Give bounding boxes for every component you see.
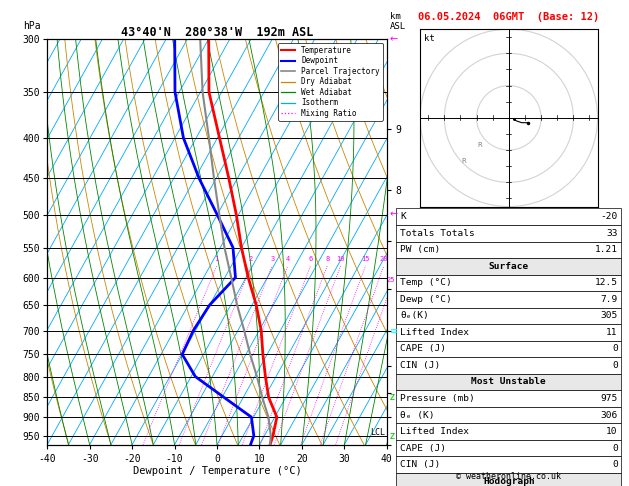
Text: 6: 6 <box>308 257 313 262</box>
Text: 33: 33 <box>606 229 618 238</box>
Text: 0: 0 <box>612 460 618 469</box>
Text: kt: kt <box>424 35 435 43</box>
Text: 2: 2 <box>249 257 253 262</box>
Text: 0: 0 <box>612 444 618 452</box>
Text: 1.21: 1.21 <box>594 245 618 254</box>
Text: CIN (J): CIN (J) <box>400 361 440 370</box>
Text: R: R <box>461 158 466 164</box>
Text: 1: 1 <box>214 257 219 262</box>
Text: 15: 15 <box>361 257 370 262</box>
Text: 25: 25 <box>387 277 395 283</box>
Text: hPa: hPa <box>23 21 41 31</box>
Text: z: z <box>390 393 395 402</box>
Text: CAPE (J): CAPE (J) <box>400 444 446 452</box>
Text: CAPE (J): CAPE (J) <box>400 345 446 353</box>
Text: Dewp (°C): Dewp (°C) <box>400 295 452 304</box>
Text: R: R <box>477 142 482 148</box>
Text: 12.5: 12.5 <box>594 278 618 287</box>
Legend: Temperature, Dewpoint, Parcel Trajectory, Dry Adiabat, Wet Adiabat, Isotherm, Mi: Temperature, Dewpoint, Parcel Trajectory… <box>279 43 383 121</box>
Text: 11: 11 <box>606 328 618 337</box>
Text: K: K <box>400 212 406 221</box>
Text: 20: 20 <box>379 257 388 262</box>
Text: Lifted Index: Lifted Index <box>400 328 469 337</box>
Text: Surface: Surface <box>489 262 529 271</box>
Text: ≡: ≡ <box>390 326 398 336</box>
Text: 306: 306 <box>601 411 618 419</box>
Text: Pressure (mb): Pressure (mb) <box>400 394 475 403</box>
Text: 7.9: 7.9 <box>601 295 618 304</box>
Y-axis label: Mixing Ratio (g/kg): Mixing Ratio (g/kg) <box>431 191 441 293</box>
Title: 43°40'N  280°38'W  192m ASL: 43°40'N 280°38'W 192m ASL <box>121 26 313 39</box>
Text: θₑ(K): θₑ(K) <box>400 312 429 320</box>
Text: Totals Totals: Totals Totals <box>400 229 475 238</box>
Text: CIN (J): CIN (J) <box>400 460 440 469</box>
Text: 305: 305 <box>601 312 618 320</box>
Text: -20: -20 <box>601 212 618 221</box>
Text: Lifted Index: Lifted Index <box>400 427 469 436</box>
Text: km
ASL: km ASL <box>390 12 406 31</box>
Text: z: z <box>390 431 395 441</box>
Text: θₑ (K): θₑ (K) <box>400 411 435 419</box>
Text: Most Unstable: Most Unstable <box>472 378 546 386</box>
Text: Hodograph: Hodograph <box>483 477 535 486</box>
Text: ←: ← <box>390 34 398 44</box>
Text: 8: 8 <box>325 257 330 262</box>
Text: © weatheronline.co.uk: © weatheronline.co.uk <box>457 472 561 481</box>
Text: 0: 0 <box>612 345 618 353</box>
Text: ←: ← <box>390 210 398 220</box>
Text: LCL: LCL <box>370 428 386 436</box>
X-axis label: Dewpoint / Temperature (°C): Dewpoint / Temperature (°C) <box>133 467 301 476</box>
Text: 10: 10 <box>606 427 618 436</box>
Text: 10: 10 <box>337 257 345 262</box>
Text: 06.05.2024  06GMT  (Base: 12): 06.05.2024 06GMT (Base: 12) <box>418 12 599 22</box>
Text: 975: 975 <box>601 394 618 403</box>
Text: PW (cm): PW (cm) <box>400 245 440 254</box>
Text: 4: 4 <box>286 257 290 262</box>
Text: 0: 0 <box>612 361 618 370</box>
Text: Temp (°C): Temp (°C) <box>400 278 452 287</box>
Text: 3: 3 <box>270 257 274 262</box>
